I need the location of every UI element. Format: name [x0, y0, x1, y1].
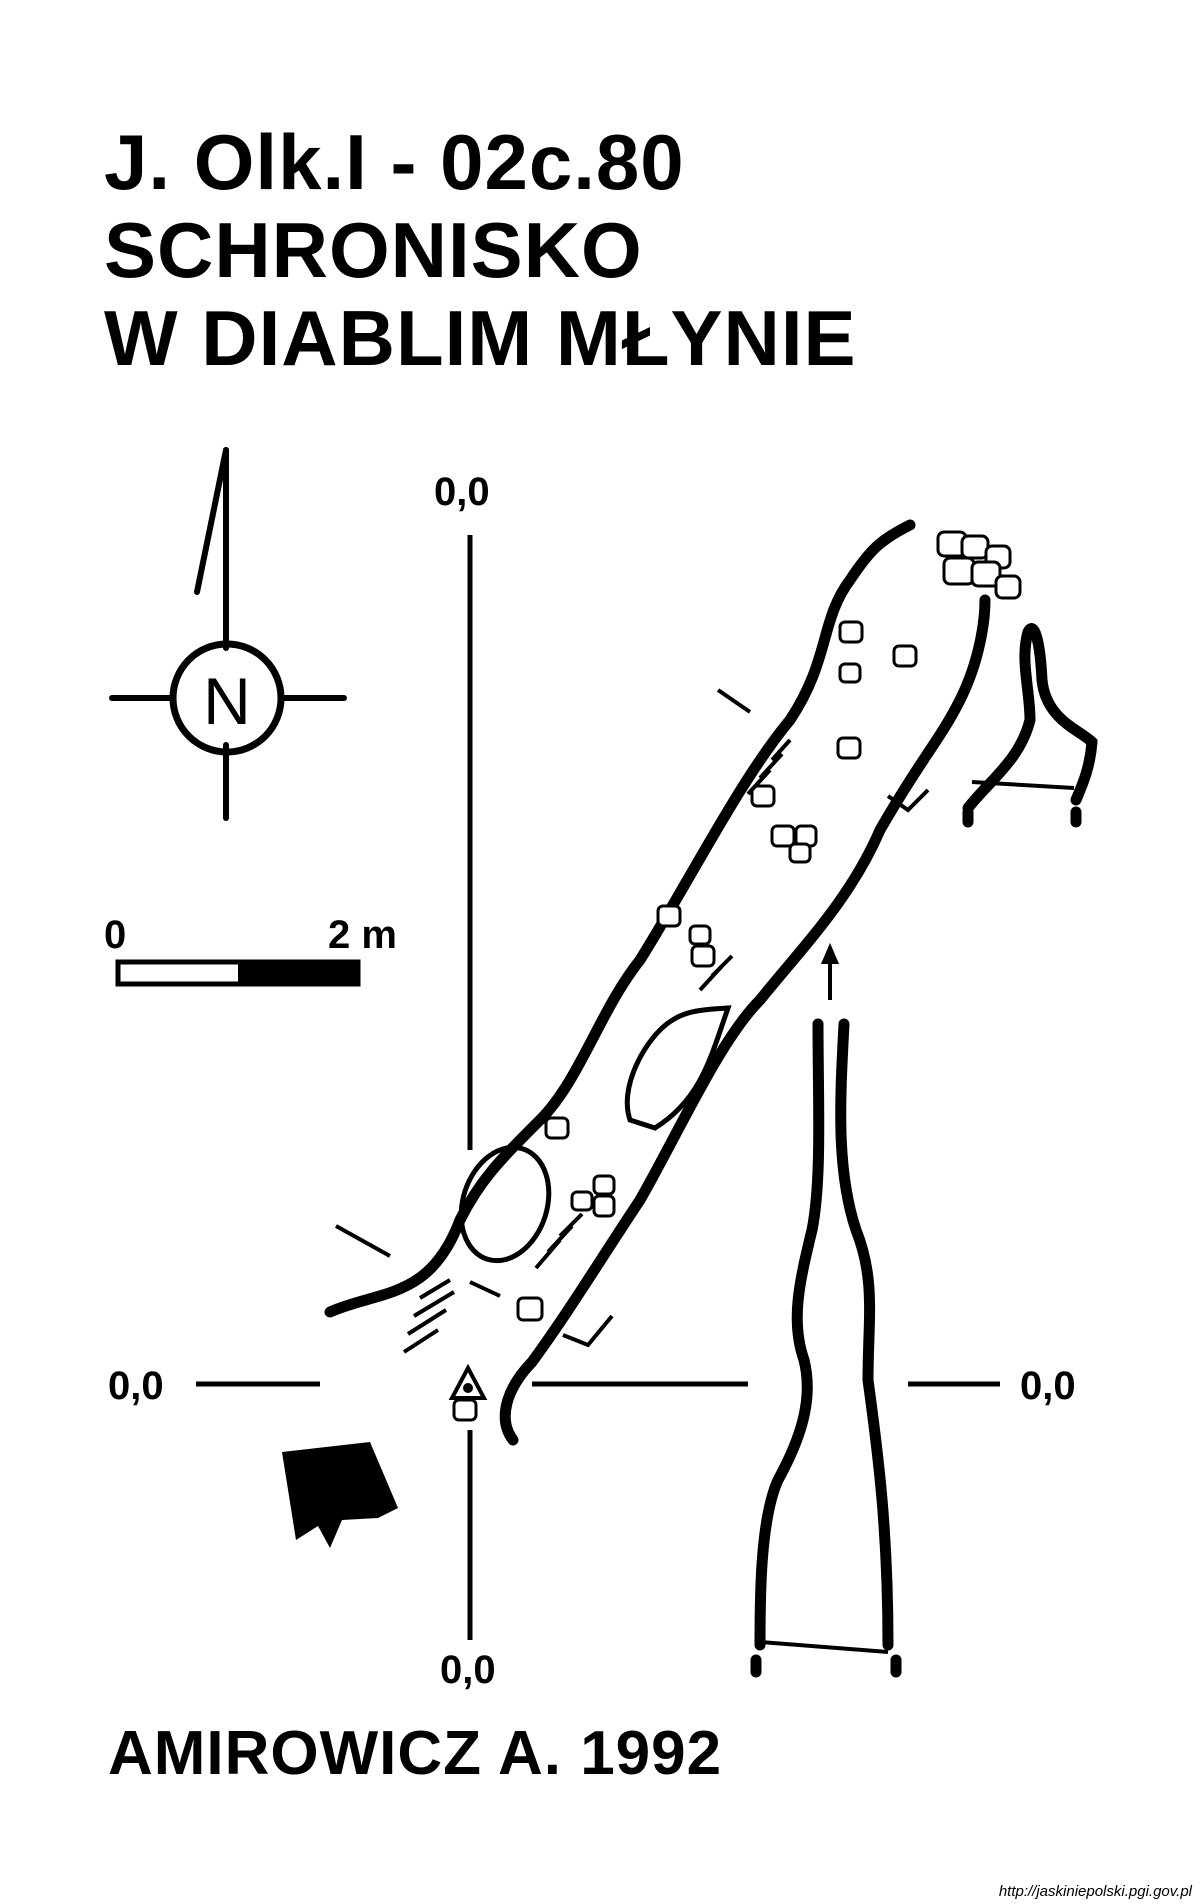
cave-name-line1: SCHRONISKO [104, 206, 643, 294]
floor-chambers [458, 1005, 732, 1264]
rubble-hatching [402, 738, 792, 1354]
source-url: http://jaskiniepolski.pgi.gov.pl [998, 1883, 1192, 1900]
datum-label-left: 0,0 [108, 1364, 164, 1408]
entrance-arrow-icon [282, 1442, 398, 1548]
survey-point-icon [448, 1363, 488, 1400]
section-arrows [562, 788, 930, 1348]
datum-lines [196, 535, 1000, 1640]
north-arrow-icon [109, 447, 347, 821]
author-credit: AMIROWICZ A. 1992 [108, 1719, 723, 1788]
north-label: N [203, 664, 251, 738]
cross-section-upper [962, 623, 1098, 828]
cave-code: J. Olk.I - 02c.80 [104, 118, 685, 206]
scale-start-label: 0 [104, 913, 126, 957]
section-floor-line-lower [759, 1640, 889, 1654]
longitudinal-section [750, 1018, 902, 1678]
boulder-symbols [452, 530, 1022, 1422]
cave-name-line2: W DIABLIM MŁYNIE [104, 294, 857, 382]
datum-label-top: 0,0 [434, 470, 490, 514]
map-title: J. Olk.I - 02c.80 SCHRONISKO W DIABLIM M… [104, 118, 857, 382]
dripline-ticks [335, 688, 752, 1298]
cave-outline [324, 519, 991, 1446]
scale-bar [115, 959, 361, 987]
section-floor-line [971, 780, 1075, 790]
scale-end-label: 2 m [328, 913, 397, 957]
datum-label-bottom: 0,0 [440, 1648, 496, 1692]
datum-label-right: 0,0 [1020, 1364, 1076, 1408]
